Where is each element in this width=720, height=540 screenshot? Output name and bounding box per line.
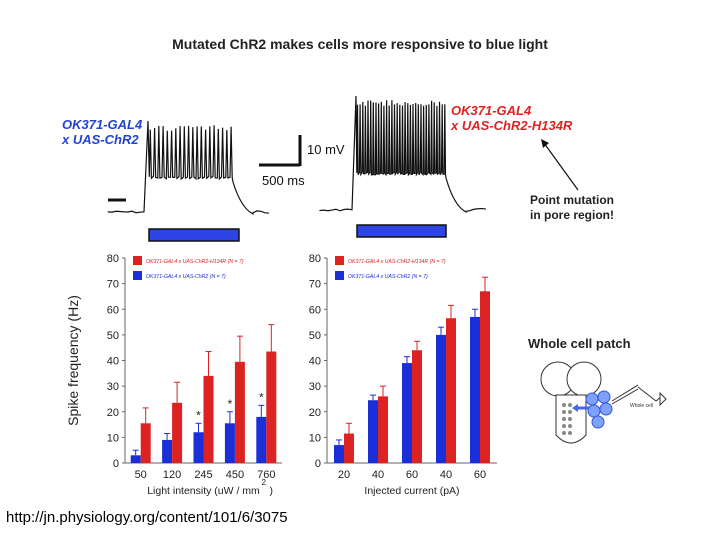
bar-red (412, 350, 422, 463)
legend-label: OK371-GAL4 x UAS-ChR2 (N = 7) (348, 274, 428, 280)
trace-left (107, 120, 270, 215)
y-tick-label: 70 (107, 279, 119, 291)
mutation-note: Point mutation in pore region! (530, 193, 614, 223)
y-tick-label: 30 (309, 381, 321, 393)
x-axis-label: Light intensity (uW / mm (147, 485, 260, 497)
bar-red (203, 375, 214, 463)
significance-star: * (196, 408, 201, 422)
bar-blue (334, 445, 344, 463)
trace-right (319, 95, 487, 213)
legend-label: OK371-GAL4 x UAS-ChR2 (N = 7) (146, 274, 226, 280)
x-tick-label: 50 (135, 469, 147, 481)
x-tick-label: 20 (338, 469, 350, 481)
x-tick-label: 40 (440, 469, 452, 481)
bar-blue (402, 363, 412, 463)
left-genotype-line1: OK371-GAL4 (62, 117, 143, 132)
legend-swatch (133, 271, 142, 280)
bar-red (140, 423, 151, 463)
x-axis-label-close: ) (270, 485, 274, 497)
scale-time-label: 500 ms (262, 173, 305, 188)
whole-cell-patch-diagram: Whole cell (540, 361, 667, 444)
legend-label: OK371-GAL4 x UAS-ChR2-H134R (N = 7) (348, 259, 446, 265)
light-stimulus-bar-left (148, 228, 240, 242)
neuron-cluster-dots (562, 403, 572, 435)
bar-blue (130, 455, 141, 463)
x-tick-label: 120 (163, 469, 181, 481)
bar-blue (224, 423, 235, 463)
bar-blue (256, 416, 267, 463)
y-tick-label: 10 (309, 432, 321, 444)
bar-red (446, 318, 456, 463)
bar-blue (162, 439, 173, 463)
legend-label: OK371-GAL4 x UAS-ChR2-H134R (N = 7) (146, 259, 244, 265)
blue-light-arrow-head (572, 404, 578, 412)
x-tick-label: 760 (257, 469, 275, 481)
chart-injected-current: 0 10 20 30 40 50 60 70 80 20 40 60 40 60 OK371-GAL4 x … (309, 253, 497, 497)
y-tick-label: 10 (107, 432, 119, 444)
left-genotype-line2: x UAS-ChR2 (62, 132, 139, 147)
right-genotype-line1: OK371-GAL4 (451, 103, 532, 118)
y-tick-label: 20 (309, 407, 321, 419)
x-tick-label: 60 (474, 469, 486, 481)
y-tick-label: 40 (309, 356, 321, 368)
y-tick-label: 70 (309, 279, 321, 291)
y-tick-label: 60 (309, 304, 321, 316)
x-tick-label: 40 (372, 469, 384, 481)
significance-star: * (259, 390, 264, 404)
y-tick-label: 80 (309, 253, 321, 265)
y-tick-label: 20 (107, 407, 119, 419)
y-tick-label: 40 (107, 356, 119, 368)
bar-blue (368, 400, 378, 463)
bar-red (266, 351, 277, 463)
legend-swatch (335, 271, 344, 280)
bar-blue (470, 316, 480, 463)
mutation-note-line2: in pore region! (530, 208, 614, 222)
bar-red (172, 402, 183, 463)
brain-lobe-right (566, 361, 602, 397)
voltage-traces (107, 95, 579, 242)
legend-swatch (133, 256, 142, 265)
y-tick-label: 50 (107, 330, 119, 342)
x-axis-label: Injected current (pA) (364, 485, 459, 497)
y-tick-label: 60 (107, 304, 119, 316)
y-tick-label: 50 (309, 330, 321, 342)
y-tick-label: 30 (107, 381, 119, 393)
light-stimulus-bar-right (356, 224, 447, 238)
bar-red (378, 396, 388, 463)
patch-pipette (611, 384, 639, 402)
bar-blue (193, 432, 204, 463)
whole-cell-patch-title: Whole cell patch (528, 336, 631, 351)
y-tick-label: 0 (315, 458, 321, 470)
x-tick-label: 60 (406, 469, 418, 481)
x-tick-label: 450 (226, 469, 244, 481)
mutation-arrow (543, 142, 579, 191)
chart-light-intensity: 0 10 20 30 40 50 60 70 80 50 120 245 * 450 * 760 * OK371-… (65, 253, 282, 497)
bar-red (344, 433, 354, 463)
mutation-arrow-head (541, 139, 549, 148)
right-genotype-line2: x UAS-ChR2-H134R (451, 118, 573, 133)
recording-wire (637, 386, 662, 402)
y-tick-label: 0 (113, 458, 119, 470)
patch-sublabel: Whole cell (630, 403, 653, 409)
amplifier-icon (659, 391, 667, 407)
slide-title: Mutated ChR2 makes cells more responsive… (172, 36, 548, 52)
bar-red (234, 361, 245, 463)
y-tick-label: 80 (107, 253, 119, 265)
y-axis-label: Spike frequency (Hz) (65, 295, 81, 426)
left-genotype-label: OK371-GAL4 x UAS-ChR2 (62, 117, 142, 147)
source-url[interactable]: http://jn.physiology.org/content/101/6/3… (6, 509, 288, 526)
mutation-note-line1: Point mutation (530, 193, 614, 207)
right-genotype-label: OK371-GAL4 x UAS-ChR2-H134R (451, 103, 572, 133)
significance-star: * (228, 397, 233, 411)
legend-swatch (335, 256, 344, 265)
patched-cells (585, 390, 613, 429)
bar-blue (436, 334, 446, 463)
scale-voltage-label: 10 mV (307, 142, 345, 157)
x-axis-label-superscript: 2 (262, 478, 267, 487)
bar-red (480, 291, 490, 463)
x-tick-label: 245 (194, 469, 212, 481)
